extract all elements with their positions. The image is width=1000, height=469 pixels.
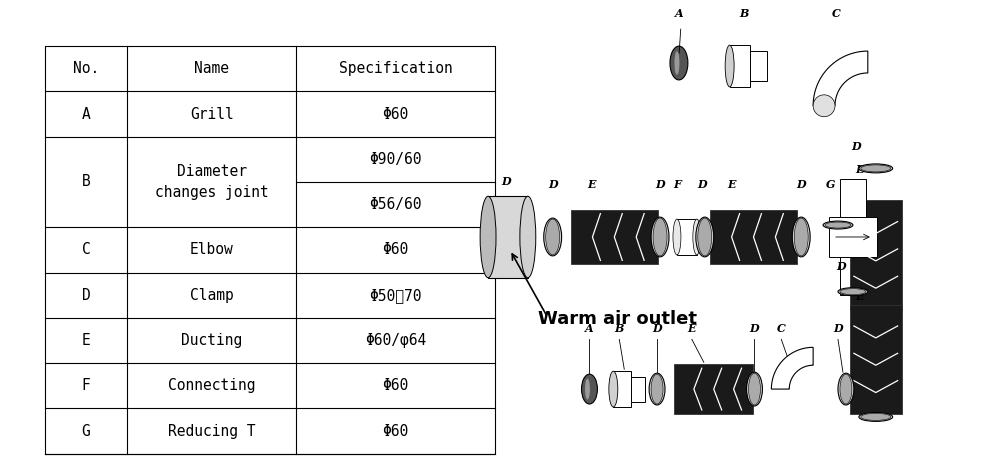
Text: D: D bbox=[750, 324, 759, 334]
Ellipse shape bbox=[859, 412, 893, 421]
Text: Specification: Specification bbox=[339, 61, 452, 76]
Text: D: D bbox=[796, 179, 806, 190]
Text: B: B bbox=[739, 8, 748, 19]
Bar bbox=[850, 200, 902, 310]
Ellipse shape bbox=[520, 196, 536, 278]
Ellipse shape bbox=[696, 217, 714, 257]
Text: Elbow: Elbow bbox=[190, 242, 234, 257]
Text: E: E bbox=[856, 291, 864, 302]
Ellipse shape bbox=[838, 373, 854, 405]
Ellipse shape bbox=[813, 95, 835, 117]
Text: E: E bbox=[856, 164, 864, 175]
Text: Reducing T: Reducing T bbox=[168, 424, 255, 439]
Bar bbox=[730, 45, 750, 87]
Ellipse shape bbox=[792, 217, 810, 257]
Ellipse shape bbox=[747, 372, 762, 406]
Text: D: D bbox=[836, 261, 846, 272]
Ellipse shape bbox=[585, 378, 590, 400]
Text: Diameter
changes joint: Diameter changes joint bbox=[155, 164, 269, 200]
Text: Φ50～70: Φ50～70 bbox=[369, 287, 422, 303]
Bar bbox=[613, 371, 631, 407]
Text: C: C bbox=[82, 242, 90, 257]
Bar bbox=[571, 210, 658, 265]
Bar bbox=[677, 219, 697, 255]
Polygon shape bbox=[771, 348, 813, 389]
Bar bbox=[674, 364, 753, 414]
Text: Φ90/60: Φ90/60 bbox=[369, 152, 422, 167]
Ellipse shape bbox=[859, 164, 893, 173]
Ellipse shape bbox=[546, 219, 560, 255]
Text: No.: No. bbox=[73, 61, 99, 76]
Ellipse shape bbox=[609, 371, 618, 407]
Ellipse shape bbox=[480, 196, 496, 278]
Ellipse shape bbox=[673, 219, 681, 255]
Text: F: F bbox=[82, 378, 90, 393]
Polygon shape bbox=[813, 51, 868, 106]
Bar bbox=[829, 217, 877, 257]
Ellipse shape bbox=[840, 289, 866, 295]
Ellipse shape bbox=[725, 45, 734, 87]
Text: E: E bbox=[82, 333, 90, 348]
Text: C: C bbox=[777, 324, 786, 334]
Ellipse shape bbox=[861, 414, 891, 420]
Ellipse shape bbox=[838, 287, 868, 295]
Ellipse shape bbox=[749, 373, 760, 405]
Ellipse shape bbox=[693, 219, 701, 255]
Ellipse shape bbox=[674, 51, 679, 75]
Text: D: D bbox=[548, 179, 557, 190]
Text: Φ60: Φ60 bbox=[382, 242, 409, 257]
Text: G: G bbox=[82, 424, 90, 439]
Text: Clamp: Clamp bbox=[190, 287, 234, 303]
Text: E: E bbox=[727, 179, 736, 190]
Text: D: D bbox=[851, 142, 861, 152]
Ellipse shape bbox=[698, 218, 712, 256]
Text: D: D bbox=[82, 287, 90, 303]
Text: B: B bbox=[615, 324, 624, 334]
Bar bbox=[840, 179, 866, 217]
Text: Name: Name bbox=[194, 61, 229, 76]
Text: F: F bbox=[673, 179, 681, 190]
Bar bbox=[631, 377, 645, 401]
Text: Grill: Grill bbox=[190, 106, 234, 121]
Text: Connecting: Connecting bbox=[168, 378, 255, 393]
Ellipse shape bbox=[861, 165, 891, 172]
Ellipse shape bbox=[825, 222, 851, 228]
Text: A: A bbox=[82, 106, 90, 121]
Text: Warm air outlet: Warm air outlet bbox=[538, 310, 697, 327]
Text: Φ60: Φ60 bbox=[382, 378, 409, 393]
Text: G: G bbox=[826, 179, 836, 190]
Text: E: E bbox=[587, 179, 596, 190]
Bar bbox=[850, 304, 902, 414]
Text: D: D bbox=[655, 179, 665, 190]
Ellipse shape bbox=[582, 374, 597, 404]
Text: E: E bbox=[688, 324, 696, 334]
Text: Φ60: Φ60 bbox=[382, 424, 409, 439]
Bar bbox=[710, 210, 797, 265]
Text: D: D bbox=[697, 179, 707, 190]
Ellipse shape bbox=[670, 46, 688, 80]
Ellipse shape bbox=[651, 217, 669, 257]
Text: D: D bbox=[833, 324, 843, 334]
Text: Φ60/φ64: Φ60/φ64 bbox=[365, 333, 426, 348]
Text: A: A bbox=[585, 324, 594, 334]
Text: Φ56/60: Φ56/60 bbox=[369, 197, 422, 212]
Bar bbox=[488, 196, 528, 278]
Ellipse shape bbox=[823, 221, 853, 229]
Bar bbox=[750, 52, 767, 81]
Ellipse shape bbox=[649, 373, 665, 405]
Text: A: A bbox=[675, 8, 683, 19]
Ellipse shape bbox=[840, 374, 852, 404]
Text: B: B bbox=[82, 174, 90, 189]
Bar bbox=[840, 257, 866, 295]
Text: Ducting: Ducting bbox=[181, 333, 242, 348]
Ellipse shape bbox=[794, 218, 808, 256]
Text: Φ60: Φ60 bbox=[382, 106, 409, 121]
Ellipse shape bbox=[651, 374, 663, 404]
Text: D: D bbox=[501, 176, 511, 187]
Ellipse shape bbox=[653, 218, 667, 256]
Text: C: C bbox=[832, 8, 840, 19]
Ellipse shape bbox=[544, 218, 562, 256]
Text: D: D bbox=[652, 324, 662, 334]
